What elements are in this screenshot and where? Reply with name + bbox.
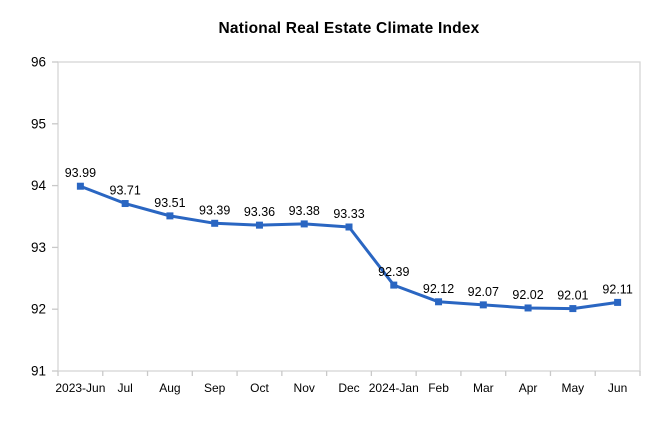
data-point-label: 92.39 — [378, 265, 409, 279]
chart-title: National Real Estate Climate Index — [218, 20, 480, 37]
data-point-label: 93.33 — [333, 207, 364, 221]
data-point-marker — [345, 223, 353, 231]
x-axis-tick-label: Sep — [204, 381, 226, 395]
data-point-marker — [614, 298, 622, 306]
data-point-marker — [300, 220, 308, 228]
data-point-label: 93.71 — [110, 184, 141, 198]
data-point-marker — [479, 301, 487, 309]
data-point-label: 93.38 — [289, 204, 320, 218]
y-axis-tick-label: 91 — [31, 364, 46, 379]
data-point-marker — [524, 304, 532, 312]
y-axis-tick-label: 94 — [31, 178, 47, 193]
x-axis-tick-label: Oct — [250, 381, 269, 395]
data-point-label: 93.39 — [199, 203, 230, 217]
data-point-label: 93.51 — [154, 196, 185, 210]
data-point-label: 92.11 — [602, 282, 632, 296]
x-axis-tick-label: Mar — [473, 381, 494, 395]
plot-border — [57, 61, 641, 372]
data-point-marker — [435, 298, 443, 306]
y-axis-tick-label: 93 — [31, 240, 46, 255]
y-axis-tick-label: 95 — [31, 116, 46, 131]
data-point-marker — [390, 281, 398, 289]
y-axis-tick-label: 92 — [31, 302, 46, 317]
data-point-label: 92.12 — [423, 282, 454, 296]
x-axis-tick-label: 2024-Jan — [369, 381, 419, 395]
data-point-label: 92.02 — [512, 288, 543, 302]
data-point-marker — [166, 212, 174, 220]
y-axis-tick-label: 96 — [31, 55, 46, 70]
x-axis-tick-label: Apr — [519, 381, 538, 395]
x-axis-tick-label: 2023-Jun — [55, 381, 105, 395]
data-point-marker — [121, 200, 129, 208]
data-point-marker — [255, 221, 263, 229]
data-point-label: 93.99 — [65, 166, 96, 180]
data-point-label: 92.01 — [557, 289, 588, 303]
x-axis-tick-label: Feb — [428, 381, 449, 395]
data-point-label: 92.07 — [468, 285, 499, 299]
x-axis-tick-label: Dec — [338, 381, 359, 395]
data-point-marker — [211, 219, 219, 227]
data-point-marker — [76, 182, 84, 190]
x-axis-tick-label: May — [562, 381, 585, 395]
data-point-label: 93.36 — [244, 205, 275, 219]
x-axis-tick-label: Aug — [159, 381, 180, 395]
x-axis-tick-label: Nov — [294, 381, 315, 395]
x-axis-tick-label: Jul — [117, 381, 132, 395]
data-point-marker — [569, 305, 577, 313]
x-axis-tick-label: Jun — [608, 381, 627, 395]
